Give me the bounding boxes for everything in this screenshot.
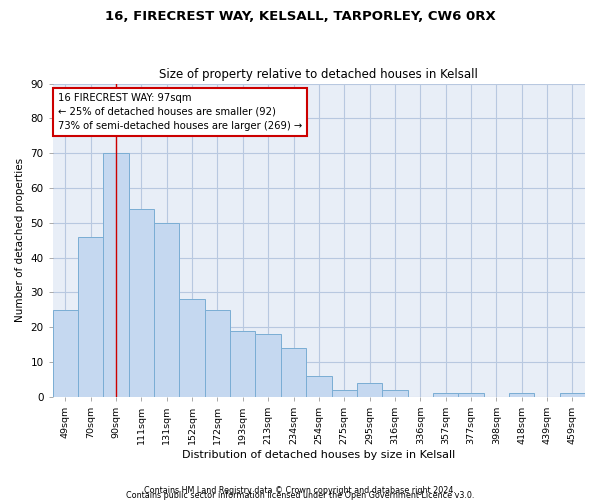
Bar: [103, 153, 129, 397]
Bar: [306, 376, 332, 397]
Bar: [230, 331, 256, 397]
Bar: [179, 300, 205, 397]
Text: 16 FIRECREST WAY: 97sqm
← 25% of detached houses are smaller (92)
73% of semi-de: 16 FIRECREST WAY: 97sqm ← 25% of detache…: [58, 93, 302, 131]
Bar: [433, 394, 458, 397]
Bar: [332, 390, 357, 397]
Bar: [509, 394, 535, 397]
Bar: [357, 383, 382, 397]
Bar: [205, 310, 230, 397]
Bar: [256, 334, 281, 397]
Bar: [560, 394, 585, 397]
Text: 16, FIRECREST WAY, KELSALL, TARPORLEY, CW6 0RX: 16, FIRECREST WAY, KELSALL, TARPORLEY, C…: [104, 10, 496, 23]
Y-axis label: Number of detached properties: Number of detached properties: [15, 158, 25, 322]
Text: Contains public sector information licensed under the Open Government Licence v3: Contains public sector information licen…: [126, 491, 474, 500]
Bar: [382, 390, 407, 397]
Bar: [129, 209, 154, 397]
Bar: [78, 237, 103, 397]
Bar: [458, 394, 484, 397]
Bar: [154, 223, 179, 397]
Text: Contains HM Land Registry data © Crown copyright and database right 2024.: Contains HM Land Registry data © Crown c…: [144, 486, 456, 495]
X-axis label: Distribution of detached houses by size in Kelsall: Distribution of detached houses by size …: [182, 450, 455, 460]
Title: Size of property relative to detached houses in Kelsall: Size of property relative to detached ho…: [160, 68, 478, 81]
Bar: [281, 348, 306, 397]
Bar: [53, 310, 78, 397]
